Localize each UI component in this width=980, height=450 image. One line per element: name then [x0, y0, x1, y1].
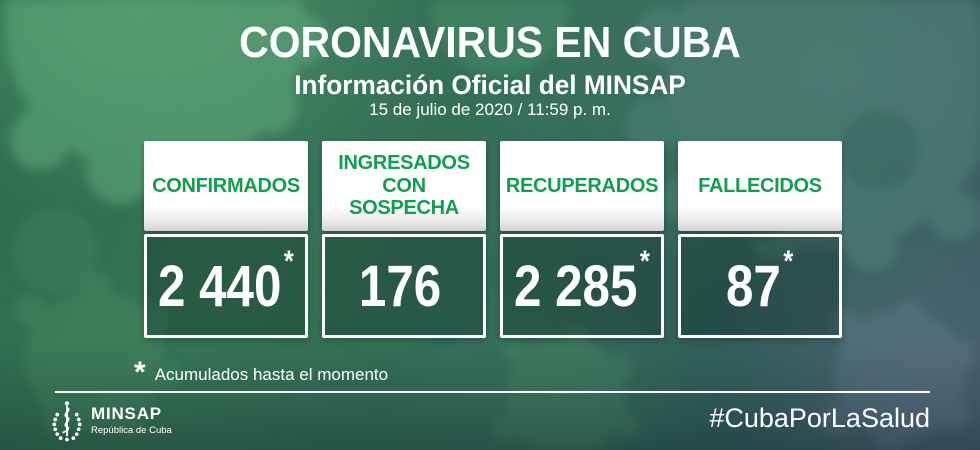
card-ingresados-value-wrap: 176 — [359, 253, 449, 320]
card-ingresados-value: 176 — [359, 253, 442, 319]
report-date: 15 de julio de 2020 / 11:59 p. m. — [369, 100, 611, 119]
card-confirmados-value: 2 440 — [158, 253, 282, 319]
footnote-asterisk: * — [134, 356, 146, 389]
card-confirmados-value-panel: 2 440 * — [144, 234, 308, 338]
card-fallecidos-value: 87 — [726, 253, 782, 319]
minsap-org-subtitle: República de Cuba — [91, 424, 172, 436]
minsap-logo-icon — [52, 401, 82, 442]
page-title: CORONAVIRUS EN CUBA — [239, 18, 741, 67]
card-fallecidos-asterisk: * — [783, 245, 794, 278]
footnote: * Acumulados hasta el momento — [134, 358, 388, 388]
card-recuperados-value: 2 285 — [514, 253, 638, 319]
card-ingresados: INGRESADOS CON SOSPECHA 176 — [322, 141, 486, 338]
minsap-brand-text: MINSAP República de Cuba — [91, 404, 172, 436]
card-ingresados-value-panel: 176 — [322, 234, 486, 338]
card-recuperados-label: RECUPERADOS — [505, 174, 659, 197]
card-ingresados-label: INGRESADOS CON SOSPECHA — [338, 152, 470, 220]
page-subtitle: Información Oficial del MINSAP — [294, 70, 686, 100]
card-fallecidos: FALLECIDOS 87 * — [678, 141, 842, 338]
card-confirmados-value-wrap: 2 440 * — [158, 245, 294, 320]
minsap-org-name: MINSAP — [91, 404, 162, 424]
minsap-brand: MINSAP República de Cuba — [50, 399, 172, 442]
card-recuperados-header: RECUPERADOS — [500, 141, 664, 231]
card-confirmados-header: CONFIRMADOS — [144, 141, 308, 231]
card-ingresados-header: INGRESADOS CON SOSPECHA — [322, 141, 486, 231]
card-recuperados-value-wrap: 2 285 * — [514, 245, 650, 320]
campaign-hashtag: #CubaPorLaSalud — [709, 403, 930, 433]
footnote-text: Acumulados hasta el momento — [154, 365, 389, 384]
stat-cards-row: CONFIRMADOS 2 440 * INGRESADOS CON SOSPE… — [144, 141, 842, 338]
card-fallecidos-value-panel: 87 * — [678, 234, 842, 338]
footer-divider-line — [55, 391, 930, 393]
card-fallecidos-value-wrap: 87 * — [726, 245, 793, 320]
card-fallecidos-header: FALLECIDOS — [678, 141, 842, 231]
card-confirmados-label: CONFIRMADOS — [152, 174, 300, 197]
card-recuperados-value-panel: 2 285 * — [500, 234, 664, 338]
card-confirmados-asterisk: * — [283, 245, 294, 278]
card-fallecidos-label: FALLECIDOS — [698, 174, 822, 197]
card-recuperados: RECUPERADOS 2 285 * — [500, 141, 664, 338]
card-confirmados: CONFIRMADOS 2 440 * — [144, 141, 308, 338]
card-recuperados-asterisk: * — [639, 245, 650, 278]
